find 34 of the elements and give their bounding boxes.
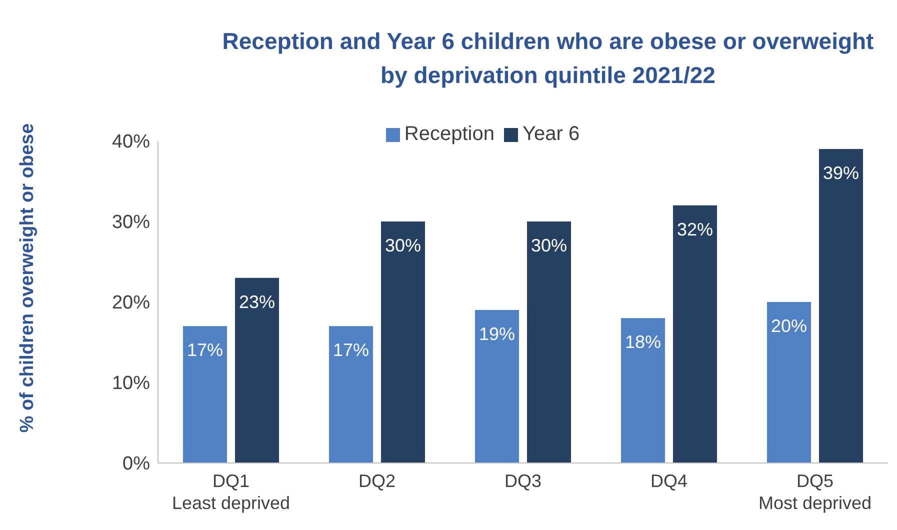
chart-title: Reception and Year 6 children who are obese or overweight by deprivation quintile 2021/22 (221, 27, 875, 90)
bar (235, 278, 279, 463)
data-label: 30% (530, 236, 568, 256)
bar (527, 222, 571, 463)
y-tick-label: 40% (112, 132, 150, 153)
x-tick-label: DQ4 (650, 471, 688, 491)
data-label: 18% (624, 332, 662, 352)
bar (673, 205, 717, 463)
data-label: 32% (676, 219, 714, 240)
x-tick-label: DQ1 Least deprived (172, 471, 290, 513)
data-label: 17% (186, 340, 224, 360)
data-label: 20% (770, 316, 808, 336)
legend-label: Year 6 (522, 123, 580, 145)
y-tick-label: 10% (112, 373, 150, 394)
data-label: 23% (238, 292, 276, 312)
data-label: 39% (822, 163, 860, 184)
y-tick-label: 30% (112, 212, 150, 234)
x-tick-label: DQ3 (504, 471, 542, 491)
x-tick-label: DQ2 (358, 471, 396, 491)
bar (767, 302, 811, 463)
legend-label: Reception (404, 123, 494, 145)
bar (183, 326, 227, 463)
bar (819, 149, 863, 463)
y-tick-label: 20% (112, 292, 150, 314)
bar (329, 326, 373, 463)
data-label: 19% (478, 324, 516, 344)
x-tick-label: DQ5 Most deprived (758, 471, 872, 513)
y-tick-label: 0% (122, 454, 150, 475)
data-label: 17% (332, 340, 370, 360)
y-axis-title: % of children overweight or obese (17, 123, 39, 433)
bar (381, 222, 425, 463)
bar (475, 310, 519, 463)
bar (621, 318, 665, 463)
data-label: 30% (384, 236, 422, 256)
